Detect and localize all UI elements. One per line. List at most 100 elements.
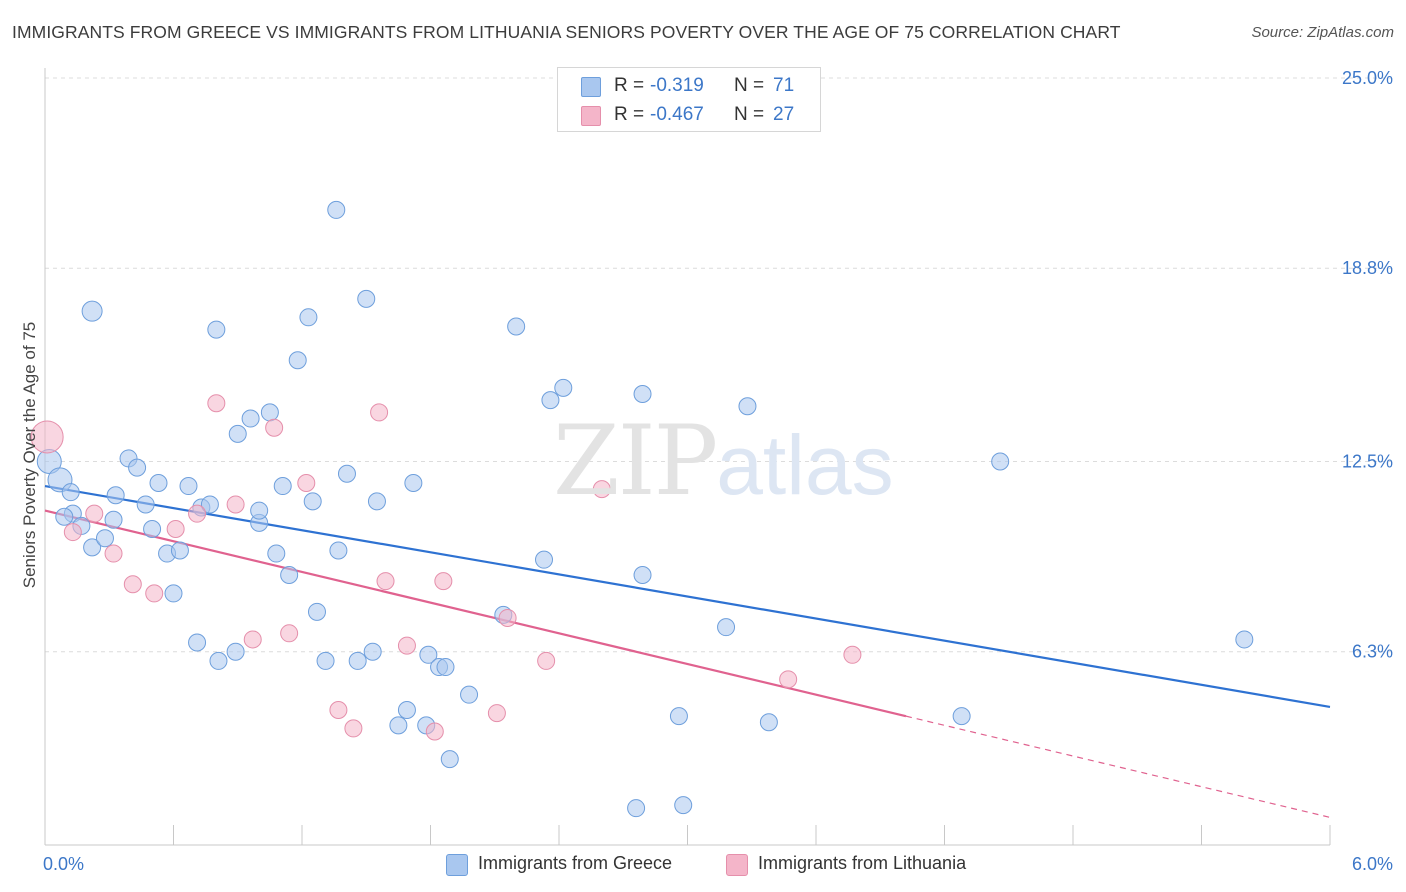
point-greece [389,716,408,735]
x-tick-label: 6.0% [1352,854,1393,874]
point-greece [299,308,318,327]
r-value: -0.467 [650,104,704,125]
point-lithuania [265,418,284,437]
point-greece [440,750,459,769]
point-greece [228,424,247,443]
point-greece [327,200,346,219]
r-label: R = [614,75,645,96]
point-greece [738,397,757,416]
point-lithuania [344,719,363,738]
point-lithuania [376,572,395,591]
y-tick-label: 25.0% [1342,68,1393,88]
point-lithuania [226,495,245,514]
point-greece [633,385,652,404]
chart-title: IMMIGRANTS FROM GREECE VS IMMIGRANTS FRO… [12,22,1121,42]
legend-swatch-lithuania [726,854,748,876]
point-lithuania [487,704,506,723]
point-greece [669,707,688,726]
point-greece [288,351,307,370]
source-label: Source: ZipAtlas.com [1251,24,1394,41]
point-greece [179,477,198,496]
point-lithuania [85,504,104,523]
y-tick-label: 6.3% [1352,642,1393,662]
point-lithuania [779,670,798,689]
point-lithuania [425,722,444,741]
legend-label-lithuania: Immigrants from Lithuania [758,853,967,873]
point-greece [250,501,269,520]
point-greece [419,645,438,664]
point-greece [83,538,102,557]
point-greece [633,566,652,585]
point-greece [507,317,526,336]
n-label: N = [734,104,765,125]
point-lithuania [297,473,316,492]
point-lithuania [145,584,164,603]
point-greece [209,651,228,670]
r-value: -0.319 [650,75,704,96]
point-greece [348,651,367,670]
stats-row-greece: R = -0.319 N = 71 [558,72,820,102]
point-greece [397,701,416,720]
data-points [30,200,1254,818]
point-greece [260,403,279,422]
legend: Immigrants from Greece Immigrants from L… [0,852,1406,878]
point-greece [303,492,322,511]
point-greece [267,544,286,563]
point-lithuania [329,701,348,720]
point-greece [188,633,207,652]
axes [44,68,1331,846]
point-lithuania [434,572,453,591]
point-greece [363,642,382,661]
x-tick-label: 0.0% [43,854,84,874]
point-lithuania [592,480,611,499]
point-greece [316,651,335,670]
trend-line-greece [44,484,1331,709]
point-greece [200,495,219,514]
point-lithuania [537,651,556,670]
point-lithuania [166,519,185,538]
point-lithuania [843,645,862,664]
point-greece [357,289,376,308]
trend-line-lithuania-dashed [905,715,1331,818]
point-lithuania [123,575,142,594]
point-greece [535,550,554,569]
point-greece [1235,630,1254,649]
point-lithuania [104,544,123,563]
point-lithuania [188,504,207,523]
tick-labels: 6.3% 12.5% 18.8% 25.0% 0.0% 6.0% [43,68,1393,874]
point-greece [404,473,423,492]
n-value: 71 [773,75,795,96]
point-greece [337,464,356,483]
point-greece [367,492,386,511]
lithuania-swatch [581,106,601,126]
legend-label-greece: Immigrants from Greece [478,853,673,873]
point-greece [128,458,147,477]
point-greece [81,300,103,322]
point-lithuania [30,420,64,454]
greece-swatch [581,77,601,97]
point-greece [627,799,646,818]
point-greece [952,707,971,726]
point-lithuania [370,403,389,422]
point-greece [136,495,155,514]
point-greece [95,529,114,548]
y-tick-label: 12.5% [1342,452,1393,472]
n-label: N = [734,75,765,96]
point-lithuania [498,608,517,627]
point-greece [106,486,125,505]
point-greece [280,566,299,585]
point-greece [149,473,168,492]
point-greece [55,507,74,526]
point-greece [460,685,479,704]
y-tick-label: 18.8% [1342,258,1393,278]
point-lithuania [63,523,82,542]
stats-row-lithuania: R = -0.467 N = 27 [558,101,820,131]
point-greece [991,452,1010,471]
point-greece [307,602,326,621]
point-greece [554,378,573,397]
point-greece [717,618,736,637]
point-lithuania [397,636,416,655]
legend-swatch-greece [446,854,468,876]
point-lithuania [207,394,226,413]
